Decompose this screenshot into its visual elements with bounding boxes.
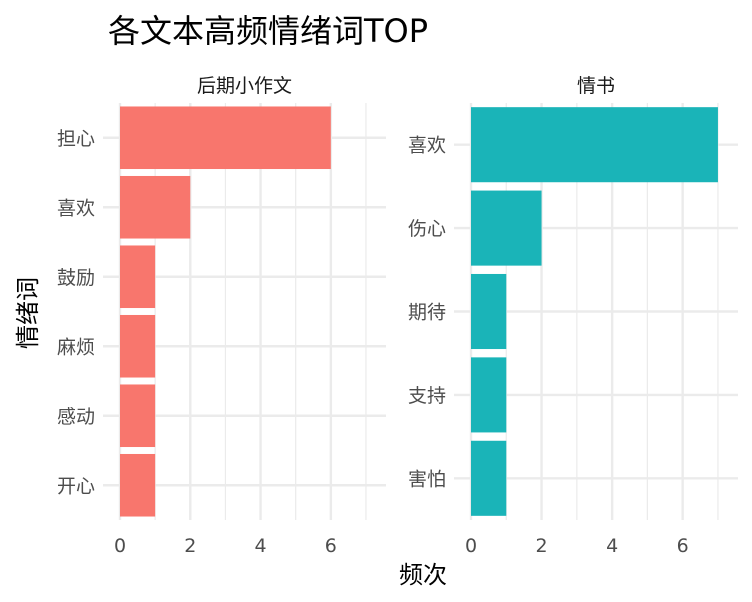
y-tick-label: 鼓励	[57, 267, 95, 289]
x-tick-label: 6	[325, 535, 337, 557]
y-axis-title: 情绪词	[14, 277, 42, 349]
bar-支持	[471, 357, 507, 433]
y-tick-label: 期待	[408, 302, 446, 324]
y-tick-label: 麻烦	[57, 336, 95, 358]
panel-strip-label: 情书	[577, 75, 615, 97]
bar-担心	[120, 106, 331, 170]
bar-麻烦	[120, 314, 156, 378]
bar-感动	[120, 384, 156, 448]
y-tick-label: 伤心	[408, 218, 446, 240]
panel-strip-label: 后期小作文	[197, 75, 292, 97]
y-tick-label: 感动	[57, 406, 95, 428]
bar-喜欢	[471, 107, 718, 183]
bar-期待	[471, 273, 507, 350]
x-tick-label: 2	[536, 535, 548, 557]
bar-开心	[120, 453, 156, 517]
x-tick-label: 2	[184, 535, 196, 557]
bar-喜欢	[120, 175, 191, 239]
x-tick-label: 4	[255, 535, 267, 557]
y-tick-label: 开心	[57, 475, 95, 497]
x-tick-label: 6	[677, 535, 689, 557]
y-tick-label: 喜欢	[408, 135, 446, 157]
chart-title: 各文本高频情绪词TOP	[108, 12, 428, 50]
y-tick-label: 害怕	[408, 468, 446, 490]
y-tick-label: 支持	[408, 385, 446, 407]
y-tick-label: 喜欢	[57, 197, 95, 219]
x-tick-label: 4	[606, 535, 618, 557]
x-tick-label: 0	[114, 535, 126, 557]
x-axis-title: 频次	[399, 561, 447, 589]
bar-害怕	[471, 440, 507, 516]
bar-伤心	[471, 190, 542, 266]
bar-鼓励	[120, 245, 156, 309]
x-tick-label: 0	[465, 535, 477, 557]
y-tick-label: 担心	[57, 128, 95, 150]
